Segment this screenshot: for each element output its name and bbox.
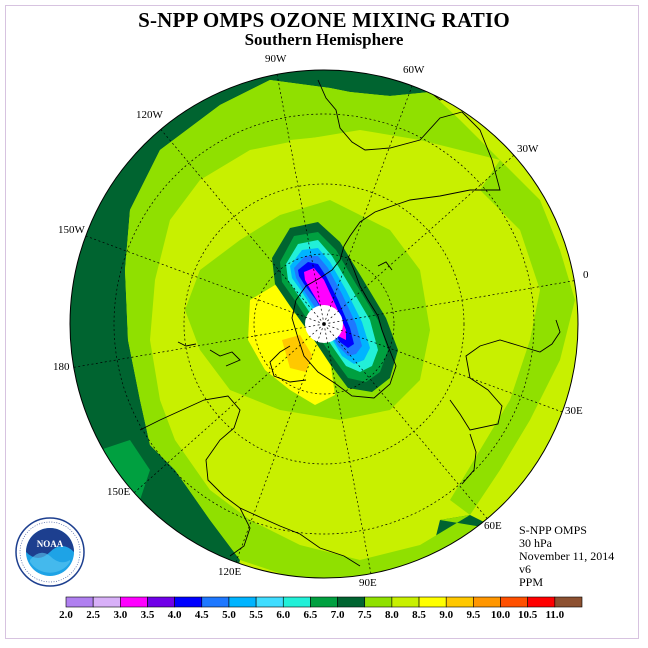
colorbar-tick-label: 2.0 [59,609,73,621]
colorbar-swatch [445,596,474,608]
colorbar-swatch [174,596,203,608]
lon-label: 150W [58,224,86,236]
colorbar-tick-label: 6.0 [276,609,290,621]
lon-label: 60E [484,520,502,532]
colorbar-swatch [147,596,175,608]
colorbar-swatch [473,596,501,608]
lon-label: 30E [565,405,583,417]
image-frame [5,5,639,639]
colorbar-swatch [418,596,447,608]
colorbar-swatch [201,596,230,608]
lon-label: 90E [359,577,377,589]
colorbar: 2.0 2.5 3.0 3.5 4.0 4.5 5.0 5.5 6.0 6.5 7.0 7.5 8.0 8… [59,596,583,621]
globe-outline [69,69,579,579]
colorbar-swatch [282,596,311,608]
colorbar-tick-label: 11.0 [546,609,565,621]
colorbar-swatch [554,596,583,608]
lon-label: 90W [265,53,287,65]
version-label: v6 [519,562,531,576]
lon-label: 180 [53,361,70,373]
pressure-level: 30 hPa [519,536,552,550]
colorbar-swatch [120,596,148,608]
longitude-labels: 90W 60W 30W 0 30E 60E 90E 120E 150E 180 … [53,53,589,589]
colorbar-tick-label: 5.0 [222,609,236,621]
lon-label: 0 [583,269,589,281]
colorbar-tick-label: 7.5 [358,609,372,621]
colorbar-tick-label: 10.0 [491,609,511,621]
lon-label: 120W [136,109,164,121]
metadata-block: S-NPP OMPS 30 hPa November 11, 2014 v6 P… [519,524,614,589]
pole-dot [322,322,326,326]
lon-label: 60W [403,64,425,76]
colorbar-tick-label: 5.5 [249,609,263,621]
colorbar-tick-label: 9.0 [439,609,453,621]
colorbar-swatch [337,596,366,608]
units-label: PPM [519,575,544,589]
coastlines [139,79,561,567]
graticule [70,73,578,575]
colorbar-swatch [391,596,420,608]
colorbar-tick-label: 9.5 [466,609,480,621]
date-label: November 11, 2014 [519,549,615,563]
lon-label: 120E [218,566,242,578]
colorbar-swatch [527,596,556,608]
colorbar-swatch [364,596,393,608]
lon-label: 150E [107,486,131,498]
colorbar-swatch [92,596,121,608]
colorbar-swatch [255,596,284,608]
colorbar-swatch [500,596,528,608]
colorbar-tick-label: 4.0 [168,609,182,621]
colorbar-tick-label: 4.5 [195,609,209,621]
colorbar-tick-label: 8.0 [385,609,399,621]
map-subtitle: Southern Hemisphere [244,30,404,49]
colorbar-tick-label: 3.0 [113,609,127,621]
ozone-field [70,70,578,578]
colorbar-tick-label: 6.5 [304,609,318,621]
colorbar-tick-label: 8.5 [412,609,426,621]
map-title: S-NPP OMPS OZONE MIXING RATIO [138,8,510,32]
colorbar-tick-label: 7.0 [331,609,345,621]
colorbar-tick-label: 3.5 [141,609,155,621]
noaa-logo: NOAA [15,517,85,587]
colorbar-swatch [65,596,94,608]
lon-label: 30W [517,143,539,155]
instrument-label: S-NPP OMPS [519,523,587,537]
noaa-logo-text: NOAA [37,539,64,549]
colorbar-swatch [310,596,338,608]
colorbar-tick-label: 10.5 [518,609,538,621]
colorbar-swatch [228,596,257,608]
colorbar-tick-label: 2.5 [86,609,100,621]
